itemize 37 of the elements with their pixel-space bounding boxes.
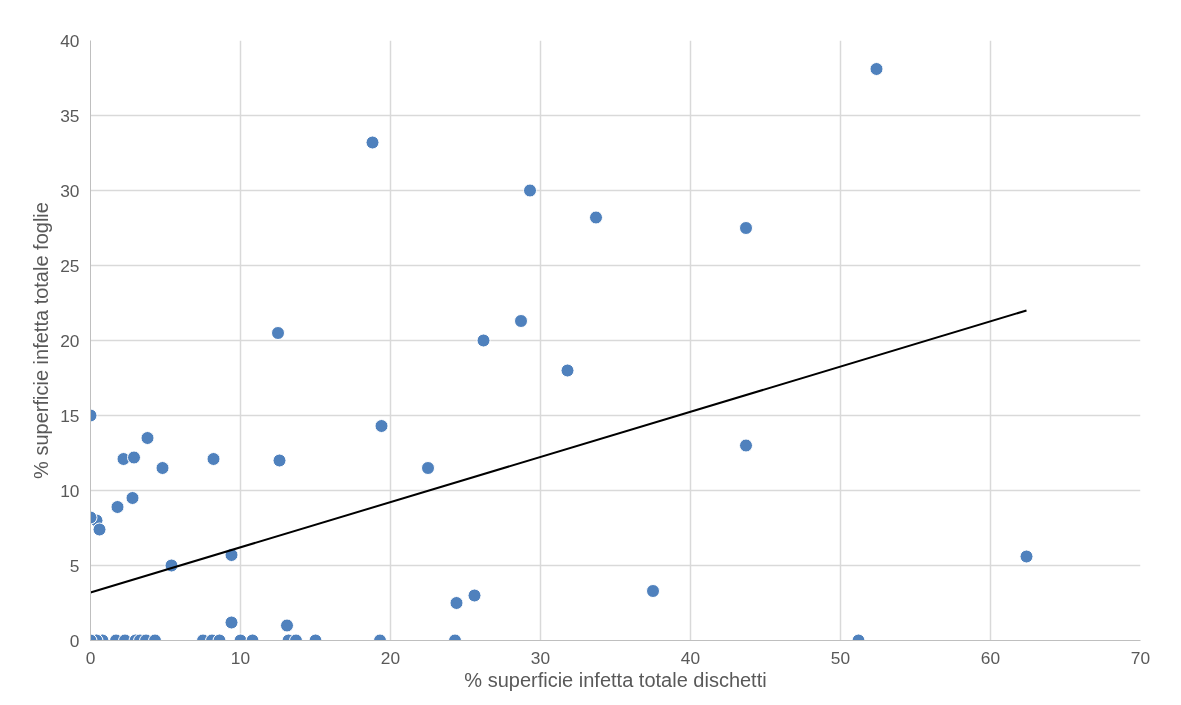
point xyxy=(206,452,221,466)
point xyxy=(271,326,285,340)
point xyxy=(589,210,603,225)
point xyxy=(739,221,753,235)
point xyxy=(374,419,389,433)
point xyxy=(155,461,170,475)
x-axis-title: % superficie infetta totale dischetti xyxy=(464,668,767,691)
x-tick-label: 40 xyxy=(680,647,701,668)
y-tick-label: 0 xyxy=(69,630,80,651)
point xyxy=(476,333,491,348)
x-tick-label: 0 xyxy=(85,647,96,668)
point xyxy=(110,500,125,514)
point xyxy=(514,314,528,328)
x-tick-label: 70 xyxy=(1130,647,1151,668)
point xyxy=(560,363,575,378)
y-tick-label: 20 xyxy=(60,330,80,351)
point xyxy=(140,431,155,445)
y-tick-label: 5 xyxy=(69,555,80,576)
x-tick-label: 30 xyxy=(530,647,551,668)
y-axis-title: % superficie infetta totale foglie xyxy=(30,202,53,479)
y-tick-label: 35 xyxy=(60,105,80,126)
y-tick-label: 25 xyxy=(60,255,80,276)
point xyxy=(523,183,537,198)
point xyxy=(421,461,435,475)
point xyxy=(272,453,287,468)
y-tick-label: 40 xyxy=(60,30,80,51)
x-tick-label: 20 xyxy=(380,647,401,668)
x-tick-label: 50 xyxy=(830,647,851,668)
y-tick-label: 10 xyxy=(60,480,80,501)
point xyxy=(739,438,753,453)
x-tick-label: 60 xyxy=(980,647,1001,668)
y-tick-label: 15 xyxy=(60,405,80,426)
x-tick-label: 10 xyxy=(230,647,251,668)
point xyxy=(92,522,107,537)
point xyxy=(127,450,141,465)
y-tick-label: 30 xyxy=(60,180,80,201)
point xyxy=(125,491,140,505)
